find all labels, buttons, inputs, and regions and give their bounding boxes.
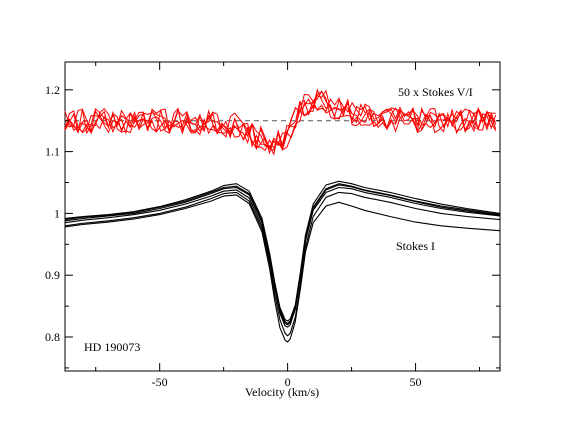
stokes-i-series-line bbox=[64, 186, 501, 328]
stokes-i-series-line bbox=[64, 184, 501, 326]
stokes-v-annotation: 50 x Stokes V/I bbox=[398, 85, 473, 99]
y-tick-label: 0.8 bbox=[45, 330, 60, 344]
star-name-annotation: HD 190073 bbox=[84, 340, 140, 354]
y-tick-label: 0.9 bbox=[45, 268, 60, 282]
stokes-v-series-line bbox=[64, 91, 497, 151]
stokes-v-series-group bbox=[64, 88, 497, 156]
stokes-i-series-group bbox=[64, 180, 501, 343]
stokes-i-annotation: Stokes I bbox=[396, 239, 435, 253]
x-tick-label: 0 bbox=[285, 375, 291, 389]
stokes-i-series-line bbox=[64, 194, 501, 343]
stokes-i-series-line bbox=[64, 191, 501, 337]
stokes-i-series-line bbox=[64, 180, 501, 322]
x-tick-label: 50 bbox=[410, 375, 422, 389]
stokes-i-series-line bbox=[64, 183, 501, 324]
y-tick-label: 1.2 bbox=[45, 83, 60, 97]
stokes-v-series-line bbox=[64, 88, 496, 152]
plot-frame bbox=[64, 61, 501, 372]
axis-ticks-group: -50 0 50 0.8 0.9 1 1.1 1.2 bbox=[45, 62, 500, 389]
x-axis-label: Velocity (km/s) bbox=[245, 385, 319, 399]
x-tick-label: -50 bbox=[152, 375, 168, 389]
y-tick-label: 1 bbox=[54, 206, 60, 220]
y-tick-label: 1.1 bbox=[45, 145, 60, 159]
stokes-v-series-line bbox=[64, 93, 497, 150]
